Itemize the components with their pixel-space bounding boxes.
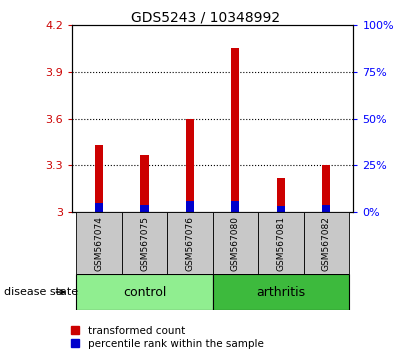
Bar <box>213 212 258 274</box>
Bar <box>122 212 167 274</box>
Bar <box>322 166 330 212</box>
Text: disease state: disease state <box>4 287 78 297</box>
Text: control: control <box>123 286 166 298</box>
Bar <box>277 178 285 212</box>
Bar <box>167 212 213 274</box>
Text: GSM567080: GSM567080 <box>231 216 240 271</box>
Text: GSM567082: GSM567082 <box>322 216 331 271</box>
Text: GSM567076: GSM567076 <box>185 216 194 271</box>
Bar <box>76 274 213 310</box>
Bar <box>95 203 103 212</box>
Legend: transformed count, percentile rank within the sample: transformed count, percentile rank withi… <box>71 326 263 349</box>
Bar <box>303 212 349 274</box>
Bar <box>95 145 103 212</box>
Bar <box>231 201 240 212</box>
Bar <box>76 212 122 274</box>
Bar <box>141 155 149 212</box>
Bar <box>186 201 194 212</box>
Bar <box>186 119 194 212</box>
Bar <box>277 206 285 212</box>
Bar <box>213 274 349 310</box>
Text: GSM567075: GSM567075 <box>140 216 149 271</box>
Bar <box>322 205 330 212</box>
Text: arthritis: arthritis <box>256 286 305 298</box>
Text: GSM567081: GSM567081 <box>276 216 285 271</box>
Bar <box>231 48 240 212</box>
Text: GDS5243 / 10348992: GDS5243 / 10348992 <box>131 11 280 25</box>
Bar <box>141 205 149 212</box>
Text: GSM567074: GSM567074 <box>95 216 104 271</box>
Bar <box>258 212 303 274</box>
